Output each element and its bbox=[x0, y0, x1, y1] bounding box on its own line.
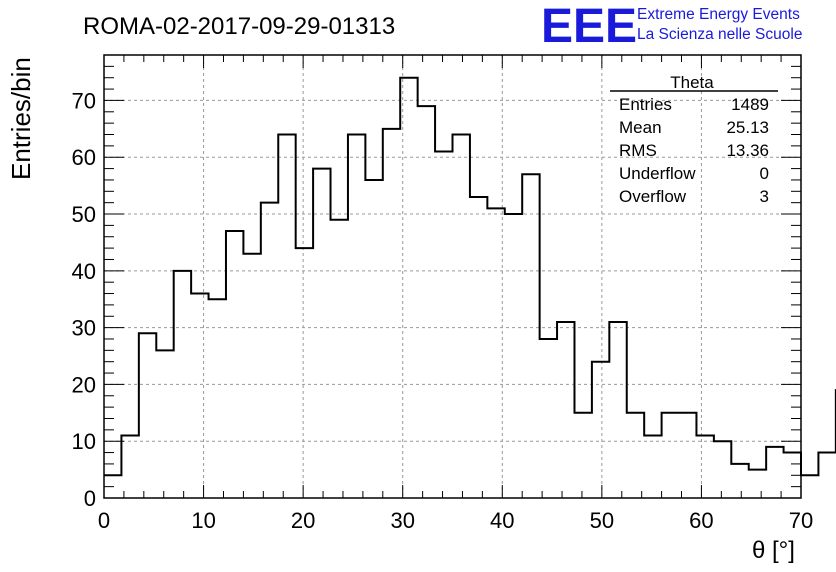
x-tick-label: 40 bbox=[490, 508, 514, 533]
histogram-bin bbox=[522, 174, 539, 498]
histogram-bin bbox=[261, 203, 278, 498]
plot-frame bbox=[103, 54, 802, 499]
histogram-bin bbox=[104, 475, 121, 498]
histogram-bin bbox=[679, 413, 696, 498]
histogram-outline bbox=[104, 76, 836, 477]
stats-row-label: Underflow bbox=[619, 164, 696, 183]
histogram-bin bbox=[627, 413, 644, 498]
histogram-bin bbox=[574, 413, 591, 498]
stats-row-value: 25.13 bbox=[726, 118, 769, 137]
histogram-series bbox=[104, 76, 836, 498]
histogram-bin bbox=[209, 299, 226, 498]
grid-lines bbox=[104, 55, 801, 498]
y-tick-label: 50 bbox=[72, 202, 96, 227]
histogram-bin bbox=[801, 475, 818, 498]
histogram-bin bbox=[540, 339, 557, 498]
stats-box-name: Theta bbox=[670, 73, 714, 92]
stats-row-label: RMS bbox=[619, 141, 657, 160]
stats-row-value: 3 bbox=[760, 187, 769, 206]
stats-row-label: Overflow bbox=[619, 187, 687, 206]
histogram-bin bbox=[644, 436, 661, 498]
histogram-bin bbox=[243, 254, 260, 498]
histogram-bin bbox=[505, 214, 522, 498]
y-tick-label: 60 bbox=[72, 145, 96, 170]
histogram-bin bbox=[121, 436, 138, 498]
histogram-bin bbox=[418, 106, 435, 498]
stats-box: Theta Entries 1489 Mean 25.13 RMS 13.36 Underf… bbox=[610, 73, 778, 206]
histogram-bin bbox=[609, 322, 626, 498]
y-tick-label: 10 bbox=[72, 429, 96, 454]
x-tick-label: 30 bbox=[390, 508, 414, 533]
histogram-bin bbox=[174, 271, 191, 498]
histogram-bin bbox=[278, 135, 295, 498]
histogram-bin bbox=[191, 294, 208, 498]
stats-row-label: Entries bbox=[619, 95, 672, 114]
x-tick-label: 50 bbox=[590, 508, 614, 533]
x-tick-label: 10 bbox=[191, 508, 215, 533]
histogram-bin bbox=[296, 248, 313, 498]
eee-logo-line2: La Scienza nelle Scuole bbox=[637, 26, 802, 43]
histogram-bin bbox=[470, 197, 487, 498]
histogram-bin bbox=[662, 413, 679, 498]
histogram-bin bbox=[313, 169, 330, 498]
eee-logo-letters: EEE bbox=[541, 0, 637, 53]
histogram-bin bbox=[365, 180, 382, 498]
y-tick-label: 70 bbox=[72, 88, 96, 113]
x-tick-label: 20 bbox=[291, 508, 315, 533]
histogram-bin bbox=[818, 453, 835, 498]
y-tick-label: 30 bbox=[72, 316, 96, 341]
histogram-bin bbox=[714, 441, 731, 498]
histogram-bin bbox=[557, 322, 574, 498]
y-tick-label: 0 bbox=[84, 486, 96, 511]
histogram-bin bbox=[435, 152, 452, 498]
histogram-bin bbox=[592, 362, 609, 498]
eee-logo: EEE Extreme Energy Events La Scienza nel… bbox=[541, 0, 802, 53]
histogram-bin bbox=[784, 453, 801, 498]
y-tick-label: 20 bbox=[72, 372, 96, 397]
stats-row-value: 1489 bbox=[731, 95, 769, 114]
histogram-bin bbox=[766, 447, 783, 498]
stats-row-value: 0 bbox=[760, 164, 769, 183]
histogram-bin bbox=[139, 333, 156, 498]
histogram-bin bbox=[383, 129, 400, 498]
x-axis-label: θ [°] bbox=[752, 537, 795, 564]
histogram-bin bbox=[487, 208, 504, 498]
eee-logo-line1: Extreme Energy Events bbox=[637, 6, 800, 23]
histogram-bin bbox=[453, 135, 470, 498]
histogram-bin bbox=[696, 436, 713, 498]
stats-row-label: Mean bbox=[619, 118, 662, 137]
histogram-bin bbox=[226, 231, 243, 498]
histogram-bin bbox=[348, 135, 365, 498]
x-tick-label: 60 bbox=[689, 508, 713, 533]
stats-row-value: 13.36 bbox=[726, 141, 769, 160]
stats-box-rows: Entries 1489 Mean 25.13 RMS 13.36 Underflow 0 Ov… bbox=[619, 95, 769, 206]
y-tick-label: 40 bbox=[72, 259, 96, 284]
y-axis-label: Entries/bin bbox=[6, 57, 36, 180]
histogram-bin bbox=[731, 464, 748, 498]
histogram-bin bbox=[400, 78, 417, 498]
x-tick-label: 70 bbox=[789, 508, 813, 533]
chart-title: ROMA-02-2017-09-29-01313 bbox=[83, 13, 395, 40]
x-tick-label: 0 bbox=[98, 508, 110, 533]
histogram-bin bbox=[749, 470, 766, 498]
histogram-bin bbox=[156, 350, 173, 498]
histogram-bin bbox=[331, 220, 348, 498]
